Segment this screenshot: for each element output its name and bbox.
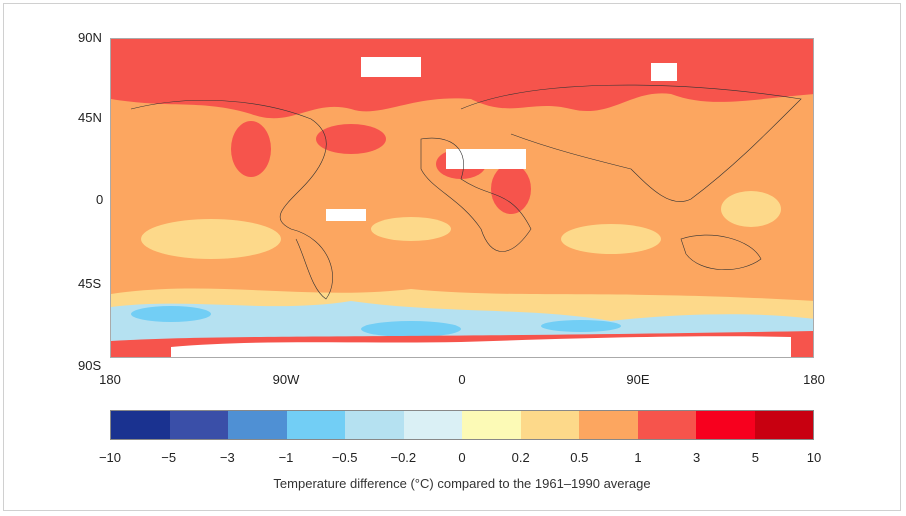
colorbar-tick-label: 0 — [458, 450, 466, 465]
colorbar-swatch — [111, 411, 170, 439]
colorbar-tick-label: 3 — [693, 450, 701, 465]
colorbar-swatch — [754, 411, 813, 439]
colorbar — [110, 410, 814, 440]
lon-label-180w: 180 — [99, 372, 121, 387]
colorbar-tick-label: 0.5 — [570, 450, 589, 465]
lat-label-90s: 90S — [78, 358, 102, 373]
colorbar-tick-label: −3 — [219, 450, 235, 465]
antarctica-no-data — [171, 336, 791, 357]
figure-frame — [3, 3, 901, 511]
colorbar-tick-label: 10 — [806, 450, 822, 465]
colorbar-tick-label: −5 — [161, 450, 177, 465]
lon-label-0: 0 — [458, 372, 466, 387]
colorbar-tick-label: 1 — [634, 450, 642, 465]
colorbar-swatch — [520, 411, 579, 439]
temperature-anomaly-map — [110, 38, 814, 358]
colorbar-tick-label: −1 — [278, 450, 294, 465]
colorbar-tick-label: −10 — [98, 450, 122, 465]
colorbar-tick-label: −0.2 — [390, 450, 417, 465]
colorbar-caption: Temperature difference (°C) compared to … — [273, 476, 651, 491]
colorbar-swatch — [637, 411, 696, 439]
colorbar-swatch — [462, 411, 521, 439]
colorbar-tick-label: 0.2 — [511, 450, 530, 465]
colorbar-swatch — [345, 411, 404, 439]
colorbar-tick-label: −0.5 — [331, 450, 358, 465]
colorbar-swatch — [228, 411, 287, 439]
lat-label-90n: 90N — [78, 30, 102, 45]
colorbar-swatch — [286, 411, 345, 439]
map-canvas — [111, 39, 813, 357]
colorbar-swatch — [169, 411, 228, 439]
colorbar-swatch — [403, 411, 462, 439]
colorbar-tick-label: 5 — [751, 450, 759, 465]
lat-label-45s: 45S — [78, 276, 102, 291]
colorbar-swatch — [696, 411, 755, 439]
lon-label-90w: 90W — [272, 372, 300, 387]
colorbar-swatch — [579, 411, 638, 439]
lat-label-45n: 45N — [78, 110, 102, 125]
lon-label-180e: 180 — [803, 372, 825, 387]
southern-ocean-cool-band — [111, 301, 813, 344]
arctic-warm-band — [111, 39, 813, 119]
lat-label-0: 0 — [96, 192, 104, 207]
lon-label-90e: 90E — [626, 372, 650, 387]
